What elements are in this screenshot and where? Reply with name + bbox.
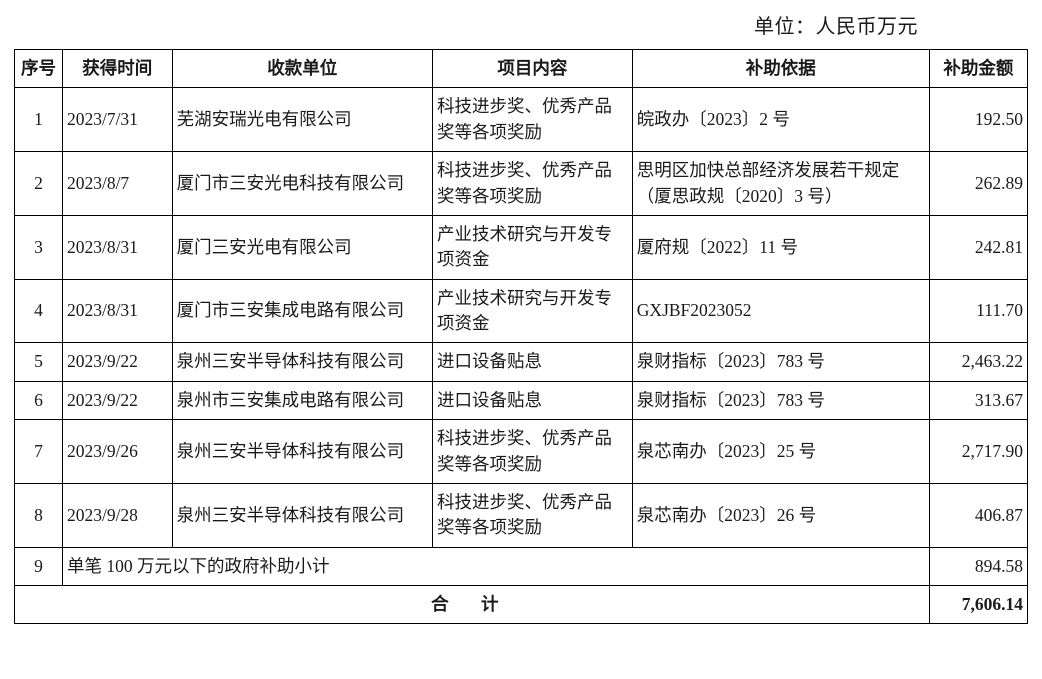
cell-amount: 313.67: [929, 381, 1027, 419]
cell-amount: 406.87: [929, 483, 1027, 547]
cell-item: 产业技术研究与开发专项资金: [432, 215, 632, 279]
cell-amount: 192.50: [929, 88, 1027, 152]
col-header-payee: 收款单位: [172, 50, 432, 88]
cell-amount: 2,463.22: [929, 343, 1027, 381]
col-header-amount: 补助金额: [929, 50, 1027, 88]
cell-idx: 8: [15, 483, 63, 547]
table-row: 82023/9/28泉州三安半导体科技有限公司科技进步奖、优秀产品奖等各项奖励泉…: [15, 483, 1028, 547]
total-amount: 7,606.14: [929, 586, 1027, 624]
cell-basis: 厦府规〔2022〕11 号: [632, 215, 929, 279]
cell-amount: 242.81: [929, 215, 1027, 279]
cell-idx: 2: [15, 152, 63, 216]
cell-amount: 262.89: [929, 152, 1027, 216]
cell-payee: 泉州三安半导体科技有限公司: [172, 483, 432, 547]
subsidy-table: 序号 获得时间 收款单位 项目内容 补助依据 补助金额 12023/7/31芜湖…: [14, 49, 1028, 624]
cell-item: 产业技术研究与开发专项资金: [432, 279, 632, 343]
table-row: 12023/7/31芜湖安瑞光电有限公司科技进步奖、优秀产品奖等各项奖励皖政办〔…: [15, 88, 1028, 152]
col-header-item: 项目内容: [432, 50, 632, 88]
col-header-date: 获得时间: [62, 50, 172, 88]
cell-date: 2023/8/31: [62, 279, 172, 343]
total-label: 合 计: [15, 586, 930, 624]
table-row: 62023/9/22泉州市三安集成电路有限公司进口设备贴息泉财指标〔2023〕7…: [15, 381, 1028, 419]
subtotal-row: 9单笔 100 万元以下的政府补助小计894.58: [15, 547, 1028, 585]
cell-item: 进口设备贴息: [432, 343, 632, 381]
cell-item: 科技进步奖、优秀产品奖等各项奖励: [432, 88, 632, 152]
cell-idx: 4: [15, 279, 63, 343]
cell-basis: 思明区加快总部经济发展若干规定（厦思政规〔2020〕3 号）: [632, 152, 929, 216]
cell-basis: 皖政办〔2023〕2 号: [632, 88, 929, 152]
total-row: 合 计7,606.14: [15, 586, 1028, 624]
cell-payee: 泉州三安半导体科技有限公司: [172, 420, 432, 484]
table-row: 52023/9/22泉州三安半导体科技有限公司进口设备贴息泉财指标〔2023〕7…: [15, 343, 1028, 381]
cell-item: 进口设备贴息: [432, 381, 632, 419]
table-header-row: 序号 获得时间 收款单位 项目内容 补助依据 补助金额: [15, 50, 1028, 88]
cell-basis: 泉芯南办〔2023〕26 号: [632, 483, 929, 547]
cell-item: 科技进步奖、优秀产品奖等各项奖励: [432, 152, 632, 216]
col-header-basis: 补助依据: [632, 50, 929, 88]
table-row: 32023/8/31厦门三安光电有限公司产业技术研究与开发专项资金厦府规〔202…: [15, 215, 1028, 279]
cell-payee: 泉州三安半导体科技有限公司: [172, 343, 432, 381]
subtotal-label: 单笔 100 万元以下的政府补助小计: [62, 547, 929, 585]
cell-basis: GXJBF2023052: [632, 279, 929, 343]
cell-idx: 6: [15, 381, 63, 419]
cell-basis: 泉财指标〔2023〕783 号: [632, 343, 929, 381]
cell-date: 2023/9/22: [62, 381, 172, 419]
cell-amount: 2,717.90: [929, 420, 1027, 484]
cell-idx: 7: [15, 420, 63, 484]
cell-date: 2023/9/28: [62, 483, 172, 547]
cell-date: 2023/9/26: [62, 420, 172, 484]
cell-idx: 5: [15, 343, 63, 381]
cell-date: 2023/8/7: [62, 152, 172, 216]
table-body: 12023/7/31芜湖安瑞光电有限公司科技进步奖、优秀产品奖等各项奖励皖政办〔…: [15, 88, 1028, 624]
cell-payee: 泉州市三安集成电路有限公司: [172, 381, 432, 419]
cell-basis: 泉财指标〔2023〕783 号: [632, 381, 929, 419]
cell-amount: 111.70: [929, 279, 1027, 343]
cell-idx: 1: [15, 88, 63, 152]
cell-payee: 厦门市三安光电科技有限公司: [172, 152, 432, 216]
cell-item: 科技进步奖、优秀产品奖等各项奖励: [432, 420, 632, 484]
cell-date: 2023/9/22: [62, 343, 172, 381]
col-header-idx: 序号: [15, 50, 63, 88]
cell-payee: 厦门三安光电有限公司: [172, 215, 432, 279]
cell-basis: 泉芯南办〔2023〕25 号: [632, 420, 929, 484]
cell-payee: 芜湖安瑞光电有限公司: [172, 88, 432, 152]
cell-idx: 3: [15, 215, 63, 279]
cell-date: 2023/7/31: [62, 88, 172, 152]
cell-item: 科技进步奖、优秀产品奖等各项奖励: [432, 483, 632, 547]
cell-idx: 9: [15, 547, 63, 585]
subtotal-amount: 894.58: [929, 547, 1027, 585]
cell-date: 2023/8/31: [62, 215, 172, 279]
table-row: 42023/8/31厦门市三安集成电路有限公司产业技术研究与开发专项资金GXJB…: [15, 279, 1028, 343]
table-row: 72023/9/26泉州三安半导体科技有限公司科技进步奖、优秀产品奖等各项奖励泉…: [15, 420, 1028, 484]
table-row: 22023/8/7厦门市三安光电科技有限公司科技进步奖、优秀产品奖等各项奖励思明…: [15, 152, 1028, 216]
unit-label: 单位：人民币万元: [14, 10, 1028, 39]
cell-payee: 厦门市三安集成电路有限公司: [172, 279, 432, 343]
